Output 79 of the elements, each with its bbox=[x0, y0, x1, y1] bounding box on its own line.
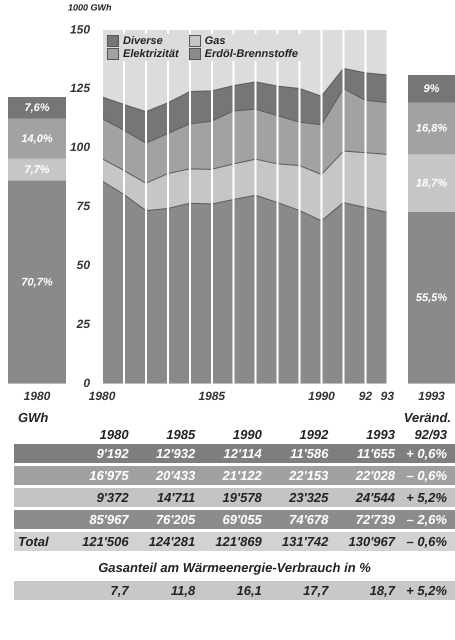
y-tick-label: 150 bbox=[70, 22, 90, 36]
y-tick-label: 100 bbox=[70, 140, 90, 154]
text: 22'028 bbox=[356, 468, 395, 483]
text: 17,7 bbox=[303, 583, 328, 598]
bar bbox=[408, 154, 455, 213]
text: – 0,6% bbox=[406, 534, 447, 549]
data-label: 18,7% bbox=[416, 178, 448, 190]
text: 69'055 bbox=[222, 512, 262, 527]
text: 85'967 bbox=[89, 512, 129, 527]
text: 7,7 bbox=[110, 583, 129, 598]
y-tick-label: 75 bbox=[76, 199, 90, 214]
text: 19'578 bbox=[222, 490, 262, 505]
data-label: 7,7% bbox=[24, 164, 50, 176]
text: 20'433 bbox=[156, 468, 196, 483]
data-label: 14,0% bbox=[21, 132, 53, 145]
text: 14'711 bbox=[156, 490, 196, 505]
text: 124'281 bbox=[148, 534, 196, 549]
text: 131'742 bbox=[282, 534, 328, 549]
category-label: 1993 bbox=[365, 427, 396, 442]
text: 72'739 bbox=[356, 512, 395, 527]
text: Gasanteil am Wärmeenergie-Verbrauch in % bbox=[97, 559, 372, 577]
text: GWh bbox=[18, 410, 48, 425]
legend-label: Erdöl-Brennstoffe bbox=[204, 48, 298, 60]
text: 11,8 bbox=[170, 583, 196, 598]
text: 121'506 bbox=[82, 534, 129, 549]
x-tick-label: 1993 bbox=[418, 389, 446, 404]
category-label: 1992 bbox=[298, 427, 330, 442]
text: 11'586 bbox=[290, 446, 328, 461]
category-label: Total bbox=[18, 534, 49, 549]
y-tick-label: 0 bbox=[83, 376, 90, 390]
x-tick-label: 1985 bbox=[198, 389, 226, 404]
text: 9'192 bbox=[96, 446, 129, 461]
text: 9'372 bbox=[96, 490, 129, 505]
x-tick-label: 93 bbox=[380, 389, 394, 404]
text: 11'655 bbox=[356, 446, 395, 461]
bar bbox=[8, 118, 66, 160]
x-tick-label: 1980 bbox=[88, 389, 116, 404]
category-label: 92/93 bbox=[413, 427, 448, 442]
text: 16,1 bbox=[236, 583, 262, 598]
text: 23'325 bbox=[289, 490, 328, 505]
data-label: 55,5% bbox=[416, 292, 448, 304]
y-tick-label: 25 bbox=[76, 316, 90, 331]
text: Veränd. bbox=[404, 410, 451, 425]
text: 16'975 bbox=[89, 468, 129, 483]
y-axis-title: 1000 GWh bbox=[68, 2, 112, 12]
category-label: 1990 bbox=[232, 427, 263, 442]
text: 21'122 bbox=[222, 468, 262, 483]
x-tick-label: 92 bbox=[358, 389, 372, 404]
y-tick-label: 125 bbox=[70, 81, 90, 96]
x-tick-label: 1980 bbox=[24, 389, 51, 404]
data-label: 7,6% bbox=[24, 102, 50, 114]
data-label: 16,8% bbox=[416, 122, 448, 135]
legend-label: Diverse bbox=[123, 35, 163, 47]
category-label: 1985 bbox=[165, 427, 196, 442]
data-label: 9% bbox=[424, 82, 440, 95]
data-label: 70,7% bbox=[21, 276, 53, 288]
x-tick-label: 1990 bbox=[308, 389, 336, 404]
legend-label: Gas bbox=[204, 35, 226, 47]
text: – 0,6% bbox=[406, 468, 447, 483]
text: + 5,2% bbox=[406, 583, 447, 598]
bar bbox=[8, 180, 66, 384]
text: 74'678 bbox=[289, 512, 328, 527]
text: 130'967 bbox=[348, 534, 395, 549]
legend-label: Elektrizität bbox=[123, 48, 179, 60]
text: + 0,6% bbox=[406, 446, 447, 461]
bar bbox=[408, 75, 455, 104]
bar bbox=[408, 212, 455, 384]
text: 121'869 bbox=[215, 534, 262, 549]
bar bbox=[408, 102, 455, 155]
text: 12'114 bbox=[224, 446, 262, 461]
text: 22'153 bbox=[289, 468, 328, 483]
category-label: 1980 bbox=[98, 427, 130, 442]
text: 12'932 bbox=[156, 446, 196, 461]
text: + 5,2% bbox=[406, 490, 447, 505]
text: – 2,6% bbox=[406, 512, 447, 527]
text: 76'205 bbox=[156, 512, 196, 527]
text: 24'544 bbox=[356, 490, 395, 505]
y-tick-label: 50 bbox=[76, 258, 90, 272]
text: 18,7 bbox=[370, 583, 395, 598]
